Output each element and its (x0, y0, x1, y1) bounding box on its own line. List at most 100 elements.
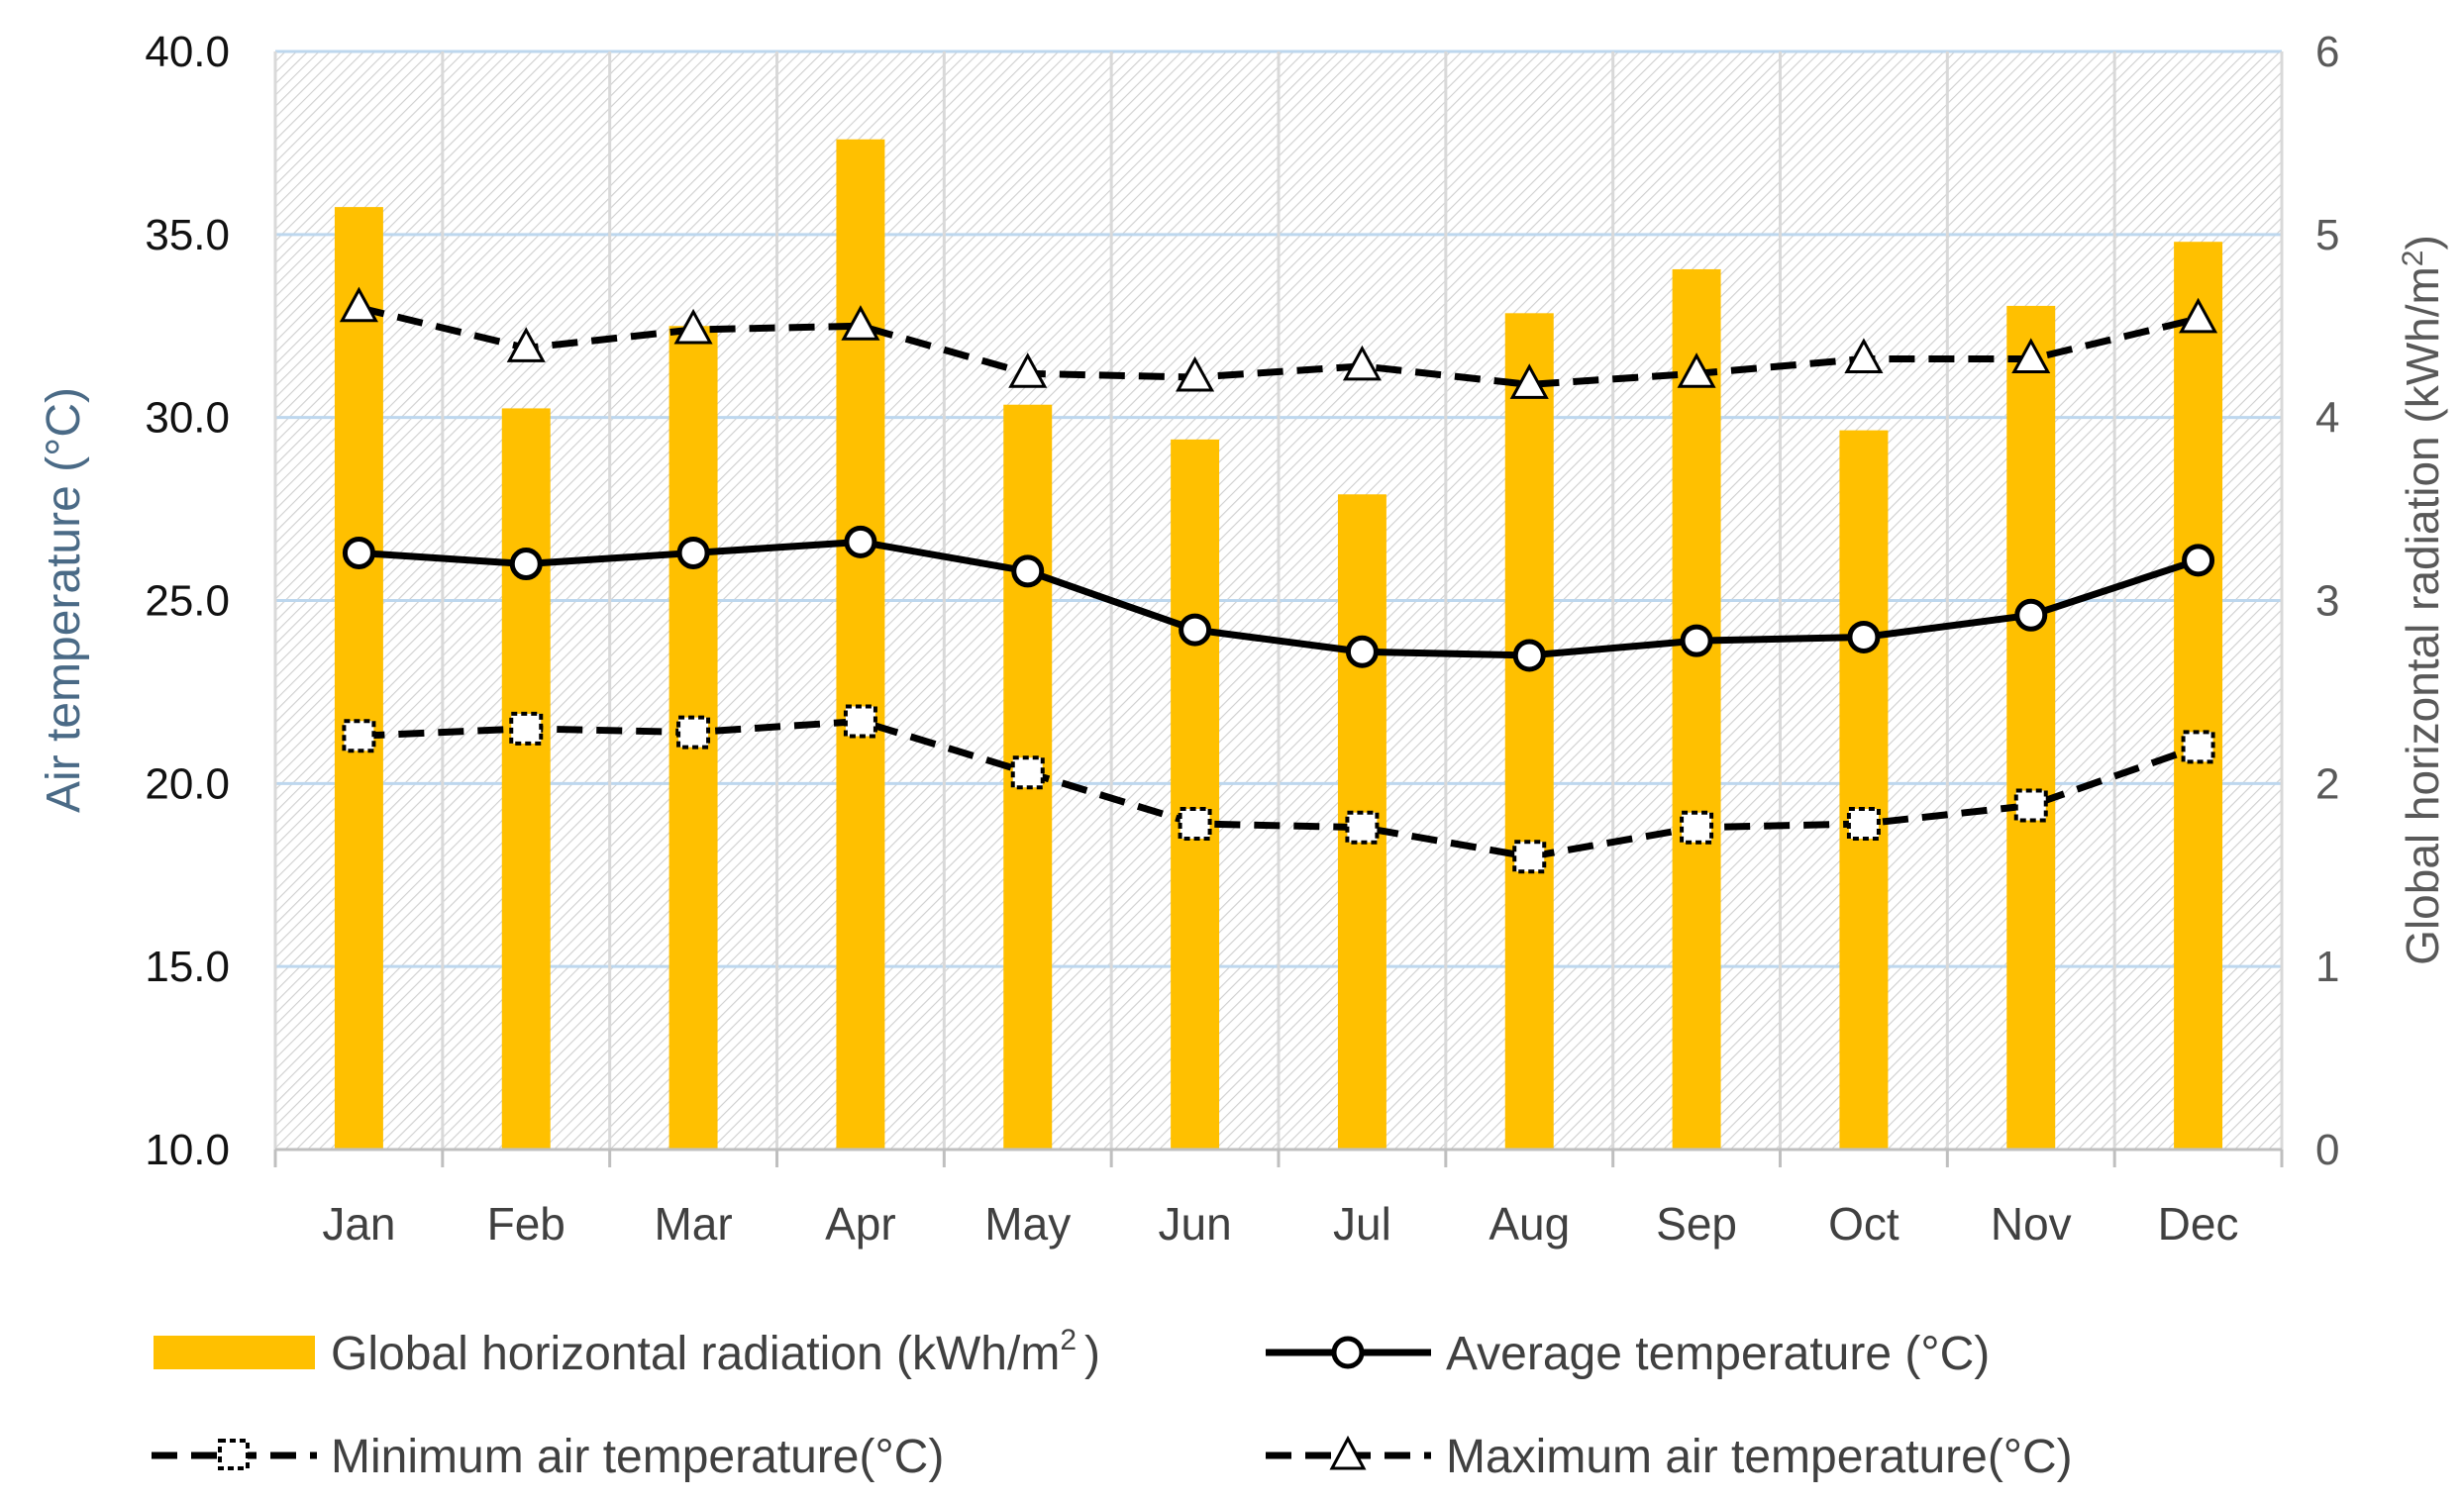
left-tick-label: 25.0 (145, 577, 230, 626)
marker-maximum (1176, 355, 1215, 392)
legend-item-minimum: Minimum air temperature(°C) (152, 1431, 944, 1483)
marker-average (1847, 620, 1881, 653)
marker-minimum (676, 715, 711, 750)
marker-average (2182, 544, 2215, 577)
marker-maximum (1008, 352, 1048, 388)
x-tick-label: Feb (487, 1198, 565, 1250)
right-tick-label: 4 (2315, 394, 2339, 443)
legend-swatch-radiation (154, 1336, 315, 1369)
legend: Global horizontal radiation (kWh/m2) Ave… (152, 1324, 2073, 1483)
legend-label-maximum: Maximum air temperature(°C) (1446, 1431, 2073, 1483)
marker-minimum (1846, 806, 1881, 841)
right-axis-title-sup: 2 (2397, 250, 2429, 267)
right-tick-label: 1 (2315, 943, 2339, 991)
marker-minimum (1512, 840, 1547, 874)
marker-maximum (1509, 363, 1549, 399)
x-tick-label: Aug (1489, 1198, 1570, 1250)
marker-minimum (1010, 755, 1045, 790)
right-tick-label: 5 (2315, 211, 2339, 259)
legend-label-minimum: Minimum air temperature(°C) (331, 1431, 944, 1483)
marker-average (1345, 635, 1379, 668)
marker-minimum (342, 719, 376, 753)
bar-radiation (1504, 313, 1554, 1151)
legend-item-maximum: Maximum air temperature(°C) (1266, 1431, 2073, 1483)
right-axis-title: Global horizontal radiation (kWh/m2) (2397, 235, 2448, 965)
marker-minimum (1345, 810, 1380, 845)
marker-maximum (2011, 338, 2051, 374)
marker-average (1512, 639, 1546, 672)
x-tick-label: May (984, 1198, 1071, 1250)
right-tick-label: 3 (2315, 577, 2339, 626)
marker-maximum (841, 305, 880, 341)
marker-maximum (673, 308, 713, 345)
marker-maximum (506, 327, 546, 362)
marker-maximum (1844, 338, 1884, 374)
right-axis-title-end: ) (2397, 235, 2448, 250)
right-axis-title-main: Global horizontal radiation (kWh/m (2397, 266, 2448, 965)
left-axis-title: Air temperature (°C) (38, 387, 90, 813)
legend-marker-minimum (218, 1439, 250, 1470)
legend-item-average: Average temperature (°C) (1266, 1328, 1990, 1380)
x-axis-ticks: Jan Feb Mar Apr May Jun Jul Aug Sep Oct Nov Dec (273, 1150, 2284, 1250)
x-tick-label: Apr (825, 1198, 896, 1250)
left-tick-label: 35.0 (145, 211, 230, 259)
marker-average (1011, 554, 1045, 588)
bar-radiation (501, 408, 551, 1150)
temperature-markers (339, 286, 2218, 874)
left-tick-label: 30.0 (145, 394, 230, 443)
marker-minimum (1178, 806, 1212, 841)
marker-average (2014, 598, 2048, 632)
x-tick-label: Jul (1333, 1198, 1391, 1250)
left-tick-label: 40.0 (145, 28, 230, 76)
temperature-lines (358, 304, 2200, 860)
legend-label-average: Average temperature (°C) (1446, 1328, 1990, 1380)
legend-label-radiation-main: Global horizontal radiation (kWh/m (331, 1328, 1060, 1380)
marker-maximum (339, 286, 378, 323)
marker-maximum (1342, 345, 1382, 381)
marker-maximum (1677, 352, 1716, 388)
line-square (359, 717, 2200, 860)
x-tick-label: Mar (654, 1198, 732, 1250)
left-tick-label: 15.0 (145, 943, 230, 991)
left-axis-ticks: 10.0 15.0 20.0 25.0 30.0 35.0 40.0 (145, 28, 230, 1174)
vertical-gridlines (273, 51, 2284, 1150)
x-tick-label: Nov (1991, 1198, 2072, 1250)
marker-maximum (2179, 297, 2218, 334)
x-tick-label: Jun (1158, 1198, 1231, 1250)
right-axis-ticks: 0 1 2 3 4 5 6 (2315, 28, 2339, 1174)
legend-item-radiation: Global horizontal radiation (kWh/m2) (154, 1324, 1100, 1380)
left-tick-label: 10.0 (145, 1126, 230, 1174)
bar-radiation (2006, 305, 2056, 1150)
bar-radiation (1839, 430, 1889, 1151)
marker-minimum (843, 704, 877, 739)
line-circle (359, 538, 2200, 659)
line-triangle (358, 304, 2200, 388)
marker-average (676, 536, 710, 569)
marker-minimum (509, 711, 544, 746)
marker-average (342, 536, 375, 569)
right-tick-label: 0 (2315, 1126, 2339, 1174)
legend-label-radiation-sup: 2 (1060, 1324, 1077, 1356)
legend-label-radiation: Global horizontal radiation (kWh/m2) (331, 1324, 1100, 1380)
bar-radiation (2174, 242, 2223, 1150)
legend-label-radiation-end: ) (1084, 1328, 1100, 1380)
marker-average (509, 548, 543, 581)
x-tick-label: Oct (1828, 1198, 1899, 1250)
x-tick-label: Sep (1656, 1198, 1737, 1250)
bar-radiation (1672, 268, 1721, 1150)
right-tick-label: 6 (2315, 28, 2339, 76)
left-tick-label: 20.0 (145, 759, 230, 808)
marker-minimum (2181, 730, 2215, 764)
x-tick-label: Jan (322, 1198, 395, 1250)
bar-radiation (334, 207, 383, 1150)
marker-average (1179, 613, 1212, 647)
legend-marker-average (1331, 1336, 1365, 1369)
x-tick-label: Dec (2158, 1198, 2239, 1250)
right-tick-label: 2 (2315, 759, 2339, 808)
bar-radiation (1171, 439, 1220, 1150)
marker-average (844, 525, 877, 558)
bar-radiation (836, 139, 885, 1151)
marker-minimum (1680, 810, 1714, 845)
marker-average (1680, 624, 1713, 657)
